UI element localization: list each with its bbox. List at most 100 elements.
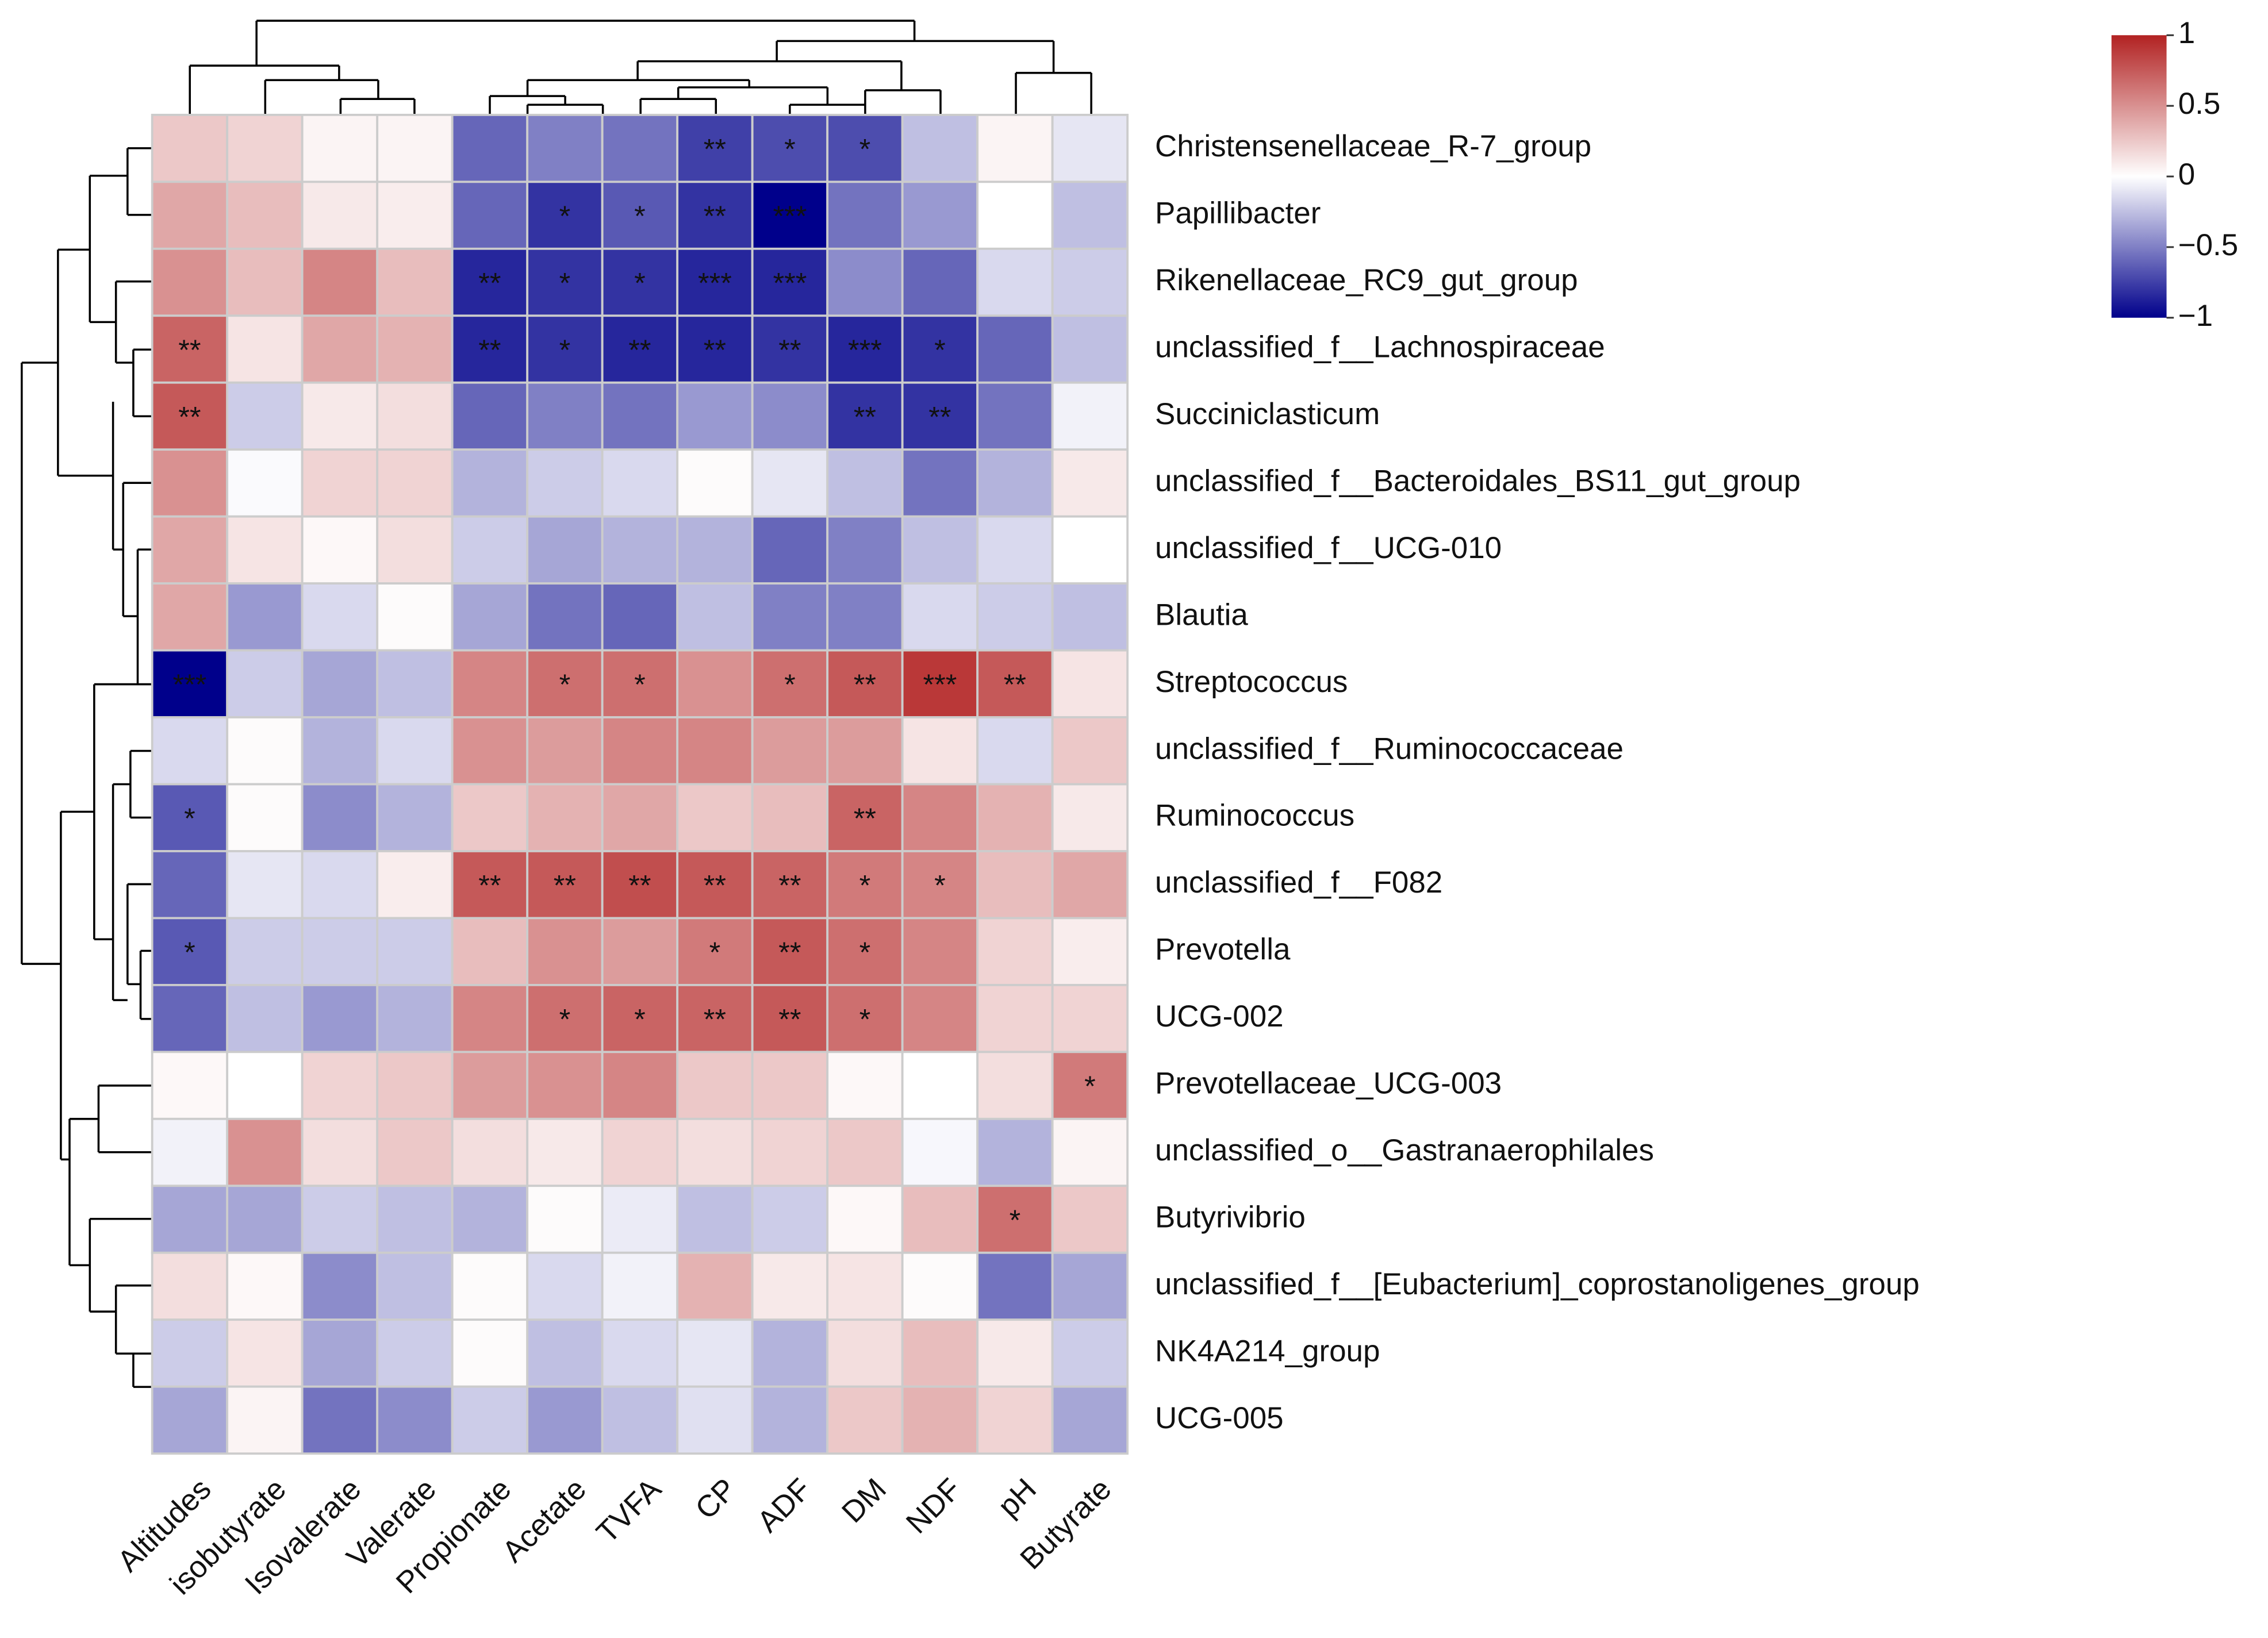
significance-label: * <box>559 333 571 366</box>
heatmap-cell <box>601 314 679 384</box>
row-label: unclassified_f__Ruminococcaceae <box>1155 732 1624 766</box>
heatmap-cell <box>151 180 229 250</box>
column-label: Acetate <box>496 1472 593 1569</box>
significance-label: * <box>559 1002 571 1035</box>
heatmap-cell <box>601 783 679 852</box>
heatmap-cell <box>1051 247 1129 317</box>
row-label: Ruminococcus <box>1155 799 1354 833</box>
heatmap-cell <box>301 314 379 384</box>
row-label: Christensenellaceae_R-7_group <box>1155 129 1591 163</box>
heatmap-cell <box>901 1251 979 1321</box>
heatmap-cell <box>751 448 829 518</box>
significance-label: ** <box>704 199 726 232</box>
heatmap-cell <box>976 1051 1054 1120</box>
heatmap-cell <box>376 381 454 451</box>
significance-label: ** <box>628 869 651 902</box>
significance-label: * <box>184 936 195 968</box>
heatmap-cell <box>751 1385 829 1455</box>
heatmap-cell <box>1051 1318 1129 1388</box>
heatmap-cell <box>526 114 604 183</box>
heatmap-cell <box>1051 917 1129 986</box>
heatmap-cell <box>601 917 679 986</box>
significance-label: * <box>634 266 646 299</box>
heatmap-cell <box>151 850 229 920</box>
heatmap-cell <box>901 1185 979 1254</box>
heatmap-cell <box>1051 783 1129 852</box>
heatmap-cell <box>676 783 754 852</box>
heatmap-cell <box>826 314 904 384</box>
significance-label: ** <box>478 869 501 902</box>
significance-label: * <box>859 1002 871 1035</box>
colorbar-tick-label: 1 <box>2178 16 2195 50</box>
heatmap-cell <box>451 1251 529 1321</box>
significance-label: * <box>934 333 946 366</box>
heatmap-cell <box>226 448 304 518</box>
heatmap-cell <box>376 247 454 317</box>
heatmap-cell <box>976 381 1054 451</box>
heatmap-cell <box>451 716 529 786</box>
row-label: NK4A214_group <box>1155 1334 1380 1368</box>
heatmap-cell <box>976 314 1054 384</box>
heatmap-cell <box>376 515 454 585</box>
heatmap-cell <box>226 381 304 451</box>
row-dendrogram <box>21 147 152 1388</box>
significance-label: ** <box>1004 668 1026 701</box>
heatmap-cell <box>376 1318 454 1388</box>
heatmap-cell <box>901 381 979 451</box>
heatmap-cell <box>901 180 979 250</box>
heatmap-cell <box>751 917 829 986</box>
significance-label: ** <box>628 333 651 366</box>
significance-label: ** <box>854 400 876 433</box>
heatmap-cell <box>901 448 979 518</box>
heatmap-cell <box>451 180 529 250</box>
heatmap-cell <box>376 1251 454 1321</box>
heatmap-cell <box>301 180 379 250</box>
heatmap-cell <box>601 515 679 585</box>
labels: ** * * Christensenellaceae_R-7_group* * ** ***… <box>111 16 2238 1601</box>
heatmap-cell <box>601 114 679 183</box>
significance-label: ** <box>704 1002 726 1035</box>
significance-label: * <box>859 869 871 902</box>
heatmap-cell <box>1051 582 1129 652</box>
heatmap-cell <box>1051 381 1129 451</box>
heatmap-cell <box>901 114 979 183</box>
heatmap-cell <box>901 917 979 986</box>
heatmap-cell <box>301 582 379 652</box>
heatmap-cell <box>976 582 1054 652</box>
significance-label: * <box>559 199 571 232</box>
heatmap-cell <box>226 649 304 718</box>
heatmap-cell <box>826 1318 904 1388</box>
heatmap-cell <box>601 1318 679 1388</box>
heatmap-cell <box>976 917 1054 986</box>
significance-label: *** <box>848 333 882 366</box>
heatmap-cell <box>451 582 529 652</box>
heatmap-cell <box>901 783 979 852</box>
heatmap-cell <box>301 716 379 786</box>
significance-label: ** <box>854 802 876 835</box>
significance-label: ** <box>478 266 501 299</box>
heatmap-cell <box>601 983 679 1053</box>
significance-label: ** <box>178 333 201 366</box>
heatmap-cell <box>751 649 829 718</box>
column-label: NDF <box>900 1472 968 1540</box>
significance-label: *** <box>172 668 206 701</box>
heatmap-cell <box>601 716 679 786</box>
heatmap-cell <box>526 1051 604 1120</box>
heatmap-cell <box>526 1185 604 1254</box>
heatmap-cell <box>301 983 379 1053</box>
significance-label: * <box>784 132 796 165</box>
heatmap-cell <box>976 515 1054 585</box>
heatmap-cell <box>526 783 604 852</box>
heatmap-cell <box>376 180 454 250</box>
significance-label: * <box>859 132 871 165</box>
heatmap-cell <box>901 1117 979 1187</box>
heatmap-cell <box>376 1385 454 1455</box>
heatmap-cell <box>526 1318 604 1388</box>
heatmap-cell <box>751 1117 829 1187</box>
heatmap-cell <box>451 1185 529 1254</box>
row-label: Streptococcus <box>1155 665 1348 699</box>
significance-label: ** <box>778 936 801 968</box>
significance-label: ** <box>478 333 501 366</box>
heatmap-cell <box>376 1117 454 1187</box>
significance-label: ** <box>778 1002 801 1035</box>
